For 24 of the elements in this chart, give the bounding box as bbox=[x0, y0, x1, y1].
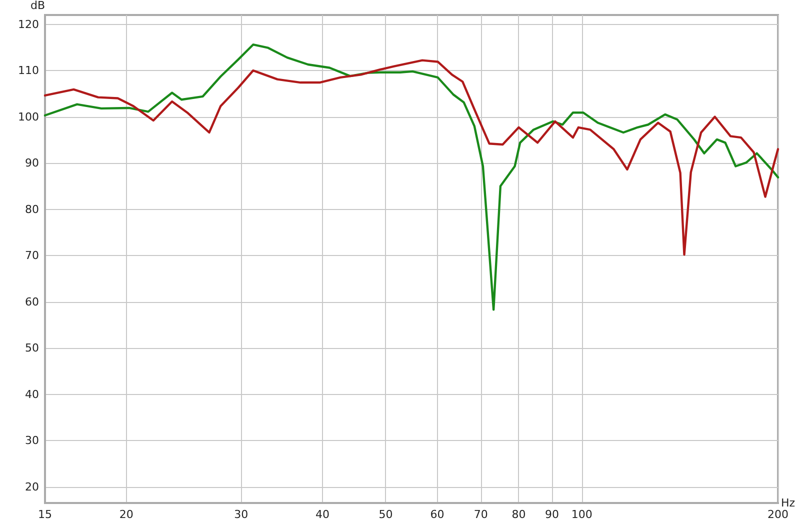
x-tick-label: 200 bbox=[768, 508, 788, 521]
x-tick-label: 80 bbox=[512, 508, 526, 521]
x-tick-label: 15 bbox=[38, 508, 52, 521]
y-tick-label: 110 bbox=[18, 64, 39, 78]
x-tick-label: 30 bbox=[234, 508, 248, 521]
y-tick-label: 40 bbox=[25, 388, 39, 401]
y-tick-label: 50 bbox=[25, 342, 39, 355]
x-tick-label: 90 bbox=[545, 508, 560, 521]
y-tick-label: 60 bbox=[25, 295, 39, 308]
x-axis-title: Hz bbox=[781, 496, 796, 510]
x-tick-label: 60 bbox=[430, 508, 444, 521]
y-tick-label: 20 bbox=[25, 480, 39, 494]
y-tick-label: 80 bbox=[25, 202, 39, 216]
y-tick-label: 70 bbox=[25, 249, 39, 262]
y-tick-label: 30 bbox=[25, 434, 39, 448]
x-tick-label: 20 bbox=[119, 508, 134, 521]
y-tick-label: 100 bbox=[18, 110, 39, 124]
x-tick-label: 100 bbox=[571, 508, 592, 521]
x-tick-label: 70 bbox=[474, 508, 488, 521]
x-tick-label: 40 bbox=[316, 508, 330, 521]
y-tick-label: 90 bbox=[25, 156, 39, 170]
x-tick-label: 50 bbox=[378, 508, 393, 521]
y-tick-label: 120 bbox=[18, 18, 39, 31]
y-axis-title: dB bbox=[30, 0, 45, 12]
